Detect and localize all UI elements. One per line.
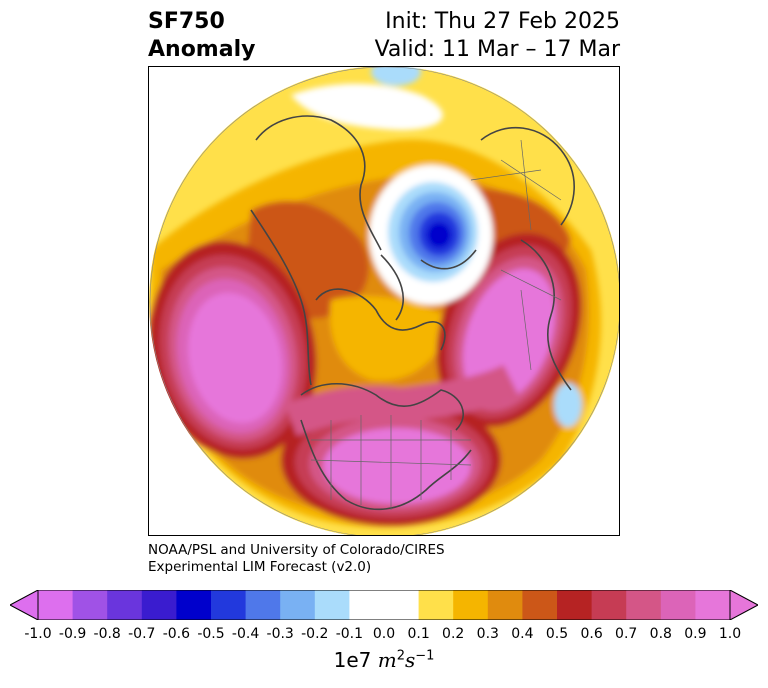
colorbar-tick-label: 0.4 xyxy=(511,626,534,642)
credit-line-1: NOAA/PSL and University of Colorado/CIRE… xyxy=(148,542,445,558)
colorbar-cell xyxy=(280,590,316,620)
colorbar-tick-label: -1.0 xyxy=(24,626,52,642)
colorbar-tick-label: 0.1 xyxy=(407,626,430,642)
colorbar-cell xyxy=(522,590,558,620)
colorbar-tick-label: -0.9 xyxy=(58,626,87,642)
colorbar-cell xyxy=(314,590,350,620)
map-panel xyxy=(148,66,620,536)
colorbar-cell xyxy=(418,590,454,620)
colorbar-cell xyxy=(245,590,281,620)
colorbar-cell xyxy=(38,590,74,620)
map-title-left: SF750 Anomaly xyxy=(148,8,255,64)
colorbar-tick-label: 0.9 xyxy=(684,626,707,642)
colorbar-cell xyxy=(695,590,731,620)
colorbar-tick-label: -0.4 xyxy=(231,626,260,642)
colorbar-ticks: -1.0 -0.9 -0.8 -0.7 -0.6 -0.5 -0.4 -0.3 -0.2 -0.1… xyxy=(0,626,768,646)
colorbar-tick-label: -0.3 xyxy=(266,626,294,642)
colorbar-tick-label: 0.6 xyxy=(580,626,603,642)
colorbar-cell xyxy=(349,590,385,620)
colorbar-tick-label: -0.2 xyxy=(301,626,329,642)
anomaly-map xyxy=(149,67,619,535)
map-title-right: Init: Thu 27 Feb 2025 Valid: 11 Mar – 17… xyxy=(375,8,620,64)
colorbar-cell xyxy=(72,590,108,620)
colorbar-tick-label: 0.7 xyxy=(615,626,638,642)
colorbar-cell xyxy=(660,590,696,620)
unit-s-exp: −1 xyxy=(415,648,435,664)
credit-text: NOAA/PSL and University of Colorado/CIRE… xyxy=(148,542,445,576)
valid-range: Valid: 11 Mar – 17 Mar xyxy=(374,37,620,62)
colorbar-cells xyxy=(38,590,731,620)
colorbar xyxy=(10,590,758,620)
unit-m-exp: 2 xyxy=(396,648,405,664)
colorbar-tick-label: -0.7 xyxy=(128,626,156,642)
colorbar-tick-label: -0.1 xyxy=(335,626,364,642)
colorbar-min-arrow xyxy=(10,590,39,620)
colorbar-cell xyxy=(141,590,177,620)
colorbar-cell xyxy=(591,590,627,620)
anomaly-field xyxy=(149,67,619,535)
colorbar-frame xyxy=(37,590,731,620)
colorbar-tick-label: 0.0 xyxy=(372,626,396,642)
colorbar-cell xyxy=(487,590,523,620)
colorbar-cell xyxy=(626,590,662,620)
colorbar-tick-label: -0.8 xyxy=(93,626,121,642)
colorbar-tick-label: 1.0 xyxy=(718,626,742,642)
unit-s: s xyxy=(404,648,416,672)
field-name: Anomaly xyxy=(148,37,256,62)
variable-name: SF750 xyxy=(148,9,225,34)
unit-m: m xyxy=(377,648,397,672)
colorbar-tick-label: -0.5 xyxy=(197,626,225,642)
colorbar-tick-label: 0.8 xyxy=(649,626,672,642)
colorbar-cell xyxy=(384,590,420,620)
colorbar-cell xyxy=(453,590,489,620)
colorbar-tick-label: 0.3 xyxy=(476,626,499,642)
init-date: Init: Thu 27 Feb 2025 xyxy=(385,9,620,34)
colorbar-cell xyxy=(176,590,212,620)
unit-base: 1e7 xyxy=(333,648,372,672)
colorbar-cell xyxy=(557,590,593,620)
colorbar-cell xyxy=(107,590,143,620)
credit-line-2: Experimental LIM Forecast (v2.0) xyxy=(148,559,372,575)
colorbar-cell xyxy=(211,590,247,620)
colorbar-tick-label: 0.5 xyxy=(545,626,569,642)
colorbar-tick-label: -0.6 xyxy=(162,626,191,642)
colorbar-unit-label: 1e7 m2s−1 xyxy=(0,648,768,672)
colorbar-max-arrow xyxy=(729,590,758,620)
coastlines xyxy=(250,115,575,511)
colorbar-tick-label: 0.2 xyxy=(442,626,465,642)
political-boundaries xyxy=(310,139,562,510)
